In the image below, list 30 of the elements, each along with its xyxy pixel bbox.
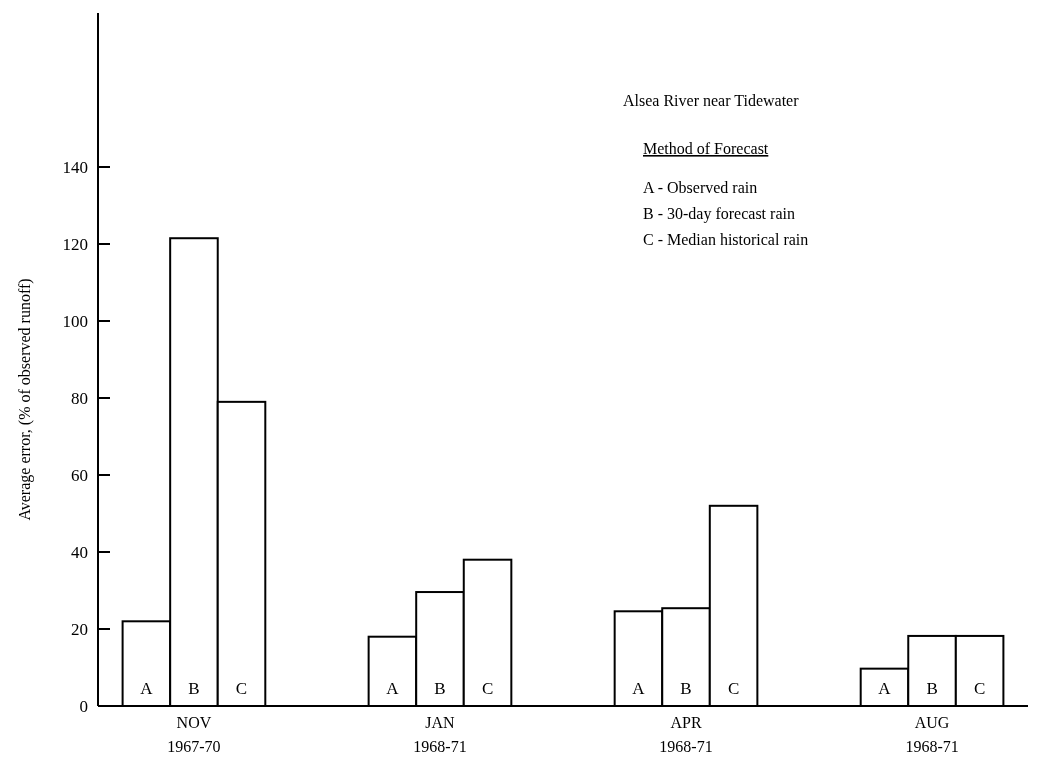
y-tick-label: 100 (62, 311, 88, 331)
y-axis-title: Average error, (% of observed runoff) (16, 278, 34, 521)
text: A (632, 679, 645, 698)
y-tick-label: 0 (79, 696, 88, 716)
text: B (926, 679, 938, 698)
series-label: B (188, 679, 200, 698)
series-label: A (140, 679, 154, 698)
x-tick-label: JAN 1968-71 (413, 714, 467, 755)
y-tick-label: 20 (71, 619, 88, 639)
text: Alsea River near Tidewater (623, 92, 800, 109)
x-tick-label: AUG 1968-71 (905, 714, 959, 755)
annotation: A - Observed rain (643, 179, 758, 196)
text: A (386, 679, 399, 698)
y-tick-label: 60 (71, 465, 88, 485)
x-tick-label: APR 1968-71 (659, 714, 713, 755)
text: C (727, 679, 740, 698)
annotation: C - Median historical rain (643, 231, 809, 248)
y-tick-label: 80 (71, 388, 88, 408)
annotation: B - 30-day forecast rain (643, 205, 795, 223)
text: C (481, 679, 494, 698)
text: Method of Forecast (643, 140, 769, 157)
text: A (878, 679, 891, 698)
series-label: C (235, 679, 248, 698)
x-tick-label: NOV 1967-70 (167, 714, 221, 755)
text: B (434, 679, 446, 698)
text: B (680, 679, 692, 698)
text: C (973, 679, 986, 698)
y-tick-label: 140 (62, 157, 88, 177)
y-tick-label: 120 (62, 234, 88, 254)
y-tick-label: 40 (71, 542, 88, 562)
